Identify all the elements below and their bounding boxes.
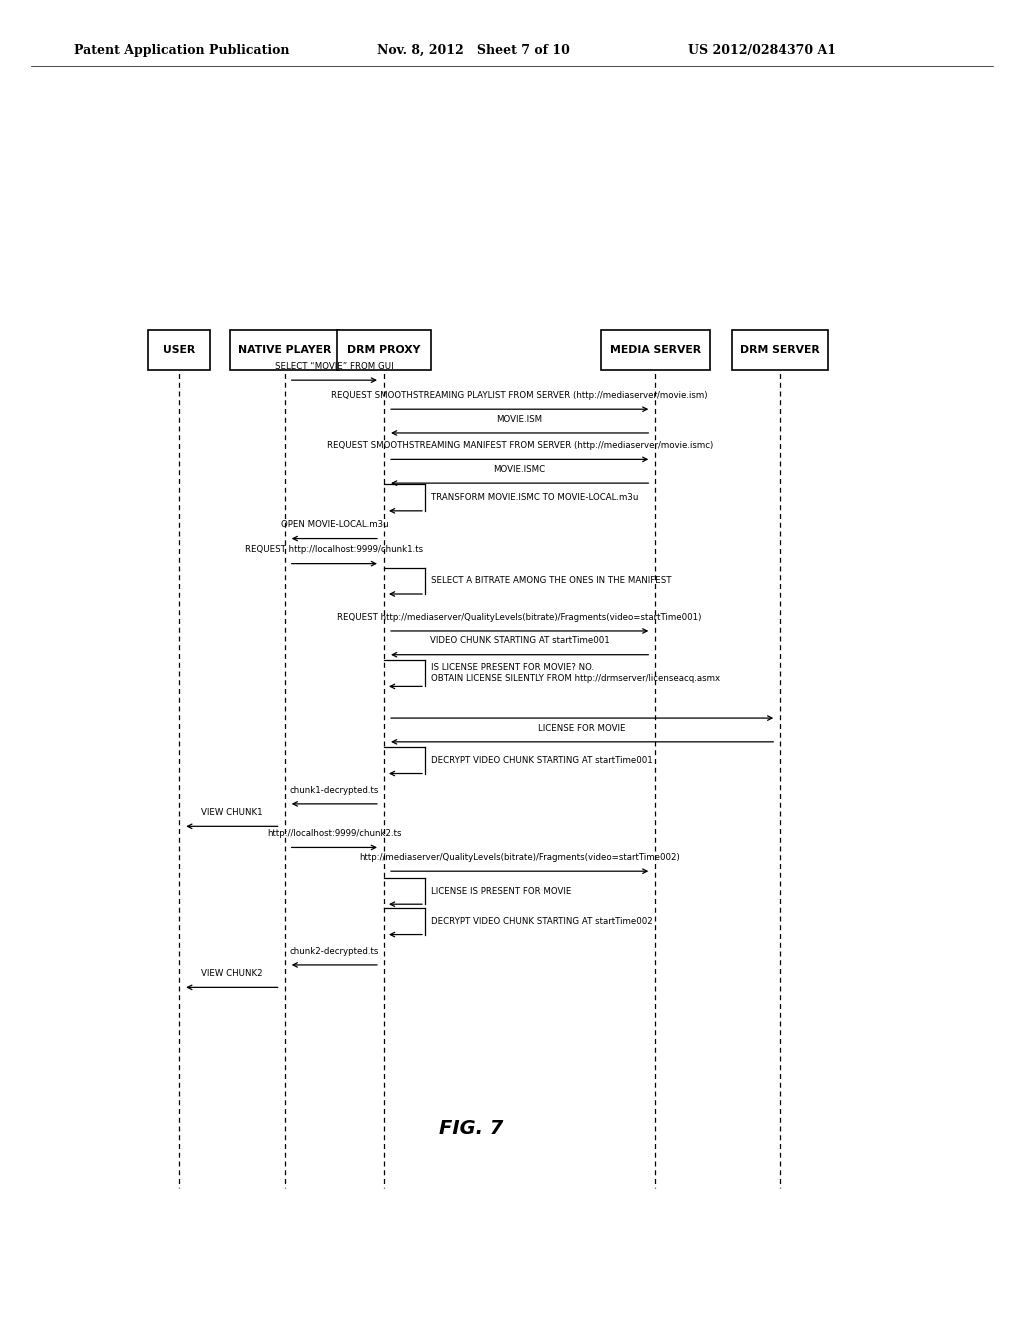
- Text: MEDIA SERVER: MEDIA SERVER: [610, 345, 700, 355]
- Text: DRM PROXY: DRM PROXY: [347, 345, 421, 355]
- Text: Patent Application Publication: Patent Application Publication: [74, 44, 289, 57]
- Text: chunk2-decrypted.ts: chunk2-decrypted.ts: [290, 946, 379, 956]
- Text: http://mediaserver/QualityLevels(bitrate)/Fragments(video=startTime002): http://mediaserver/QualityLevels(bitrate…: [359, 853, 680, 862]
- Text: DECRYPT VIDEO CHUNK STARTING AT startTime001: DECRYPT VIDEO CHUNK STARTING AT startTim…: [431, 756, 653, 764]
- Text: DECRYPT VIDEO CHUNK STARTING AT startTime002: DECRYPT VIDEO CHUNK STARTING AT startTim…: [431, 917, 653, 925]
- Text: MOVIE.ISM: MOVIE.ISM: [497, 414, 543, 424]
- Text: LICENSE IS PRESENT FOR MOVIE: LICENSE IS PRESENT FOR MOVIE: [431, 887, 571, 895]
- Text: VIEW CHUNK2: VIEW CHUNK2: [201, 969, 263, 978]
- Text: MOVIE.ISMC: MOVIE.ISMC: [494, 465, 546, 474]
- FancyBboxPatch shape: [148, 330, 210, 370]
- FancyBboxPatch shape: [732, 330, 828, 370]
- Text: OPEN MOVIE-LOCAL.m3u: OPEN MOVIE-LOCAL.m3u: [281, 520, 388, 529]
- FancyBboxPatch shape: [337, 330, 431, 370]
- Text: IS LICENSE PRESENT FOR MOVIE? NO.
OBTAIN LICENSE SILENTLY FROM http://drmserver/: IS LICENSE PRESENT FOR MOVIE? NO. OBTAIN…: [431, 664, 720, 682]
- Text: REQUEST SMOOTHSTREAMING PLAYLIST FROM SERVER (http://mediaserver/movie.ism): REQUEST SMOOTHSTREAMING PLAYLIST FROM SE…: [332, 391, 708, 400]
- Text: VIDEO CHUNK STARTING AT startTime001: VIDEO CHUNK STARTING AT startTime001: [430, 636, 609, 645]
- Text: http://localhost:9999/chunk2.ts: http://localhost:9999/chunk2.ts: [267, 829, 401, 838]
- Text: REQUEST http://mediaserver/QualityLevels(bitrate)/Fragments(video=startTime001): REQUEST http://mediaserver/QualityLevels…: [338, 612, 701, 622]
- Text: NATIVE PLAYER: NATIVE PLAYER: [238, 345, 332, 355]
- Text: DRM SERVER: DRM SERVER: [740, 345, 820, 355]
- Text: chunk1-decrypted.ts: chunk1-decrypted.ts: [290, 785, 379, 795]
- Text: LICENSE FOR MOVIE: LICENSE FOR MOVIE: [539, 723, 626, 733]
- Text: SELECT A BITRATE AMONG THE ONES IN THE MANIFEST: SELECT A BITRATE AMONG THE ONES IN THE M…: [431, 577, 672, 585]
- Text: FIG. 7: FIG. 7: [439, 1119, 503, 1138]
- Text: REQUEST SMOOTHSTREAMING MANIFEST FROM SERVER (http://mediaserver/movie.ismc): REQUEST SMOOTHSTREAMING MANIFEST FROM SE…: [327, 441, 713, 450]
- Text: REQUEST http://localhost:9999/chunk1.ts: REQUEST http://localhost:9999/chunk1.ts: [246, 545, 423, 554]
- Text: VIEW CHUNK1: VIEW CHUNK1: [201, 808, 263, 817]
- Text: Nov. 8, 2012   Sheet 7 of 10: Nov. 8, 2012 Sheet 7 of 10: [377, 44, 569, 57]
- Text: USER: USER: [163, 345, 196, 355]
- FancyBboxPatch shape: [600, 330, 711, 370]
- Text: SELECT “MOVIE” FROM GUI: SELECT “MOVIE” FROM GUI: [275, 362, 393, 371]
- Text: TRANSFORM MOVIE.ISMC TO MOVIE-LOCAL.m3u: TRANSFORM MOVIE.ISMC TO MOVIE-LOCAL.m3u: [431, 494, 639, 502]
- FancyBboxPatch shape: [230, 330, 340, 370]
- Text: US 2012/0284370 A1: US 2012/0284370 A1: [688, 44, 837, 57]
